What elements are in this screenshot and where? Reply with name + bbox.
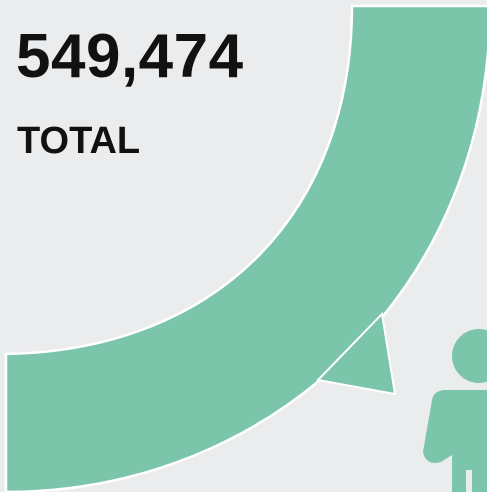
total-value: 549,474 [16, 22, 244, 91]
total-label: TOTAL [17, 120, 141, 162]
person-icon [423, 329, 487, 492]
person-head [452, 329, 487, 383]
person-leg-gap [466, 470, 472, 492]
callout-pointer [315, 311, 397, 396]
person-body [423, 390, 487, 492]
curved-band [4, 4, 487, 492]
